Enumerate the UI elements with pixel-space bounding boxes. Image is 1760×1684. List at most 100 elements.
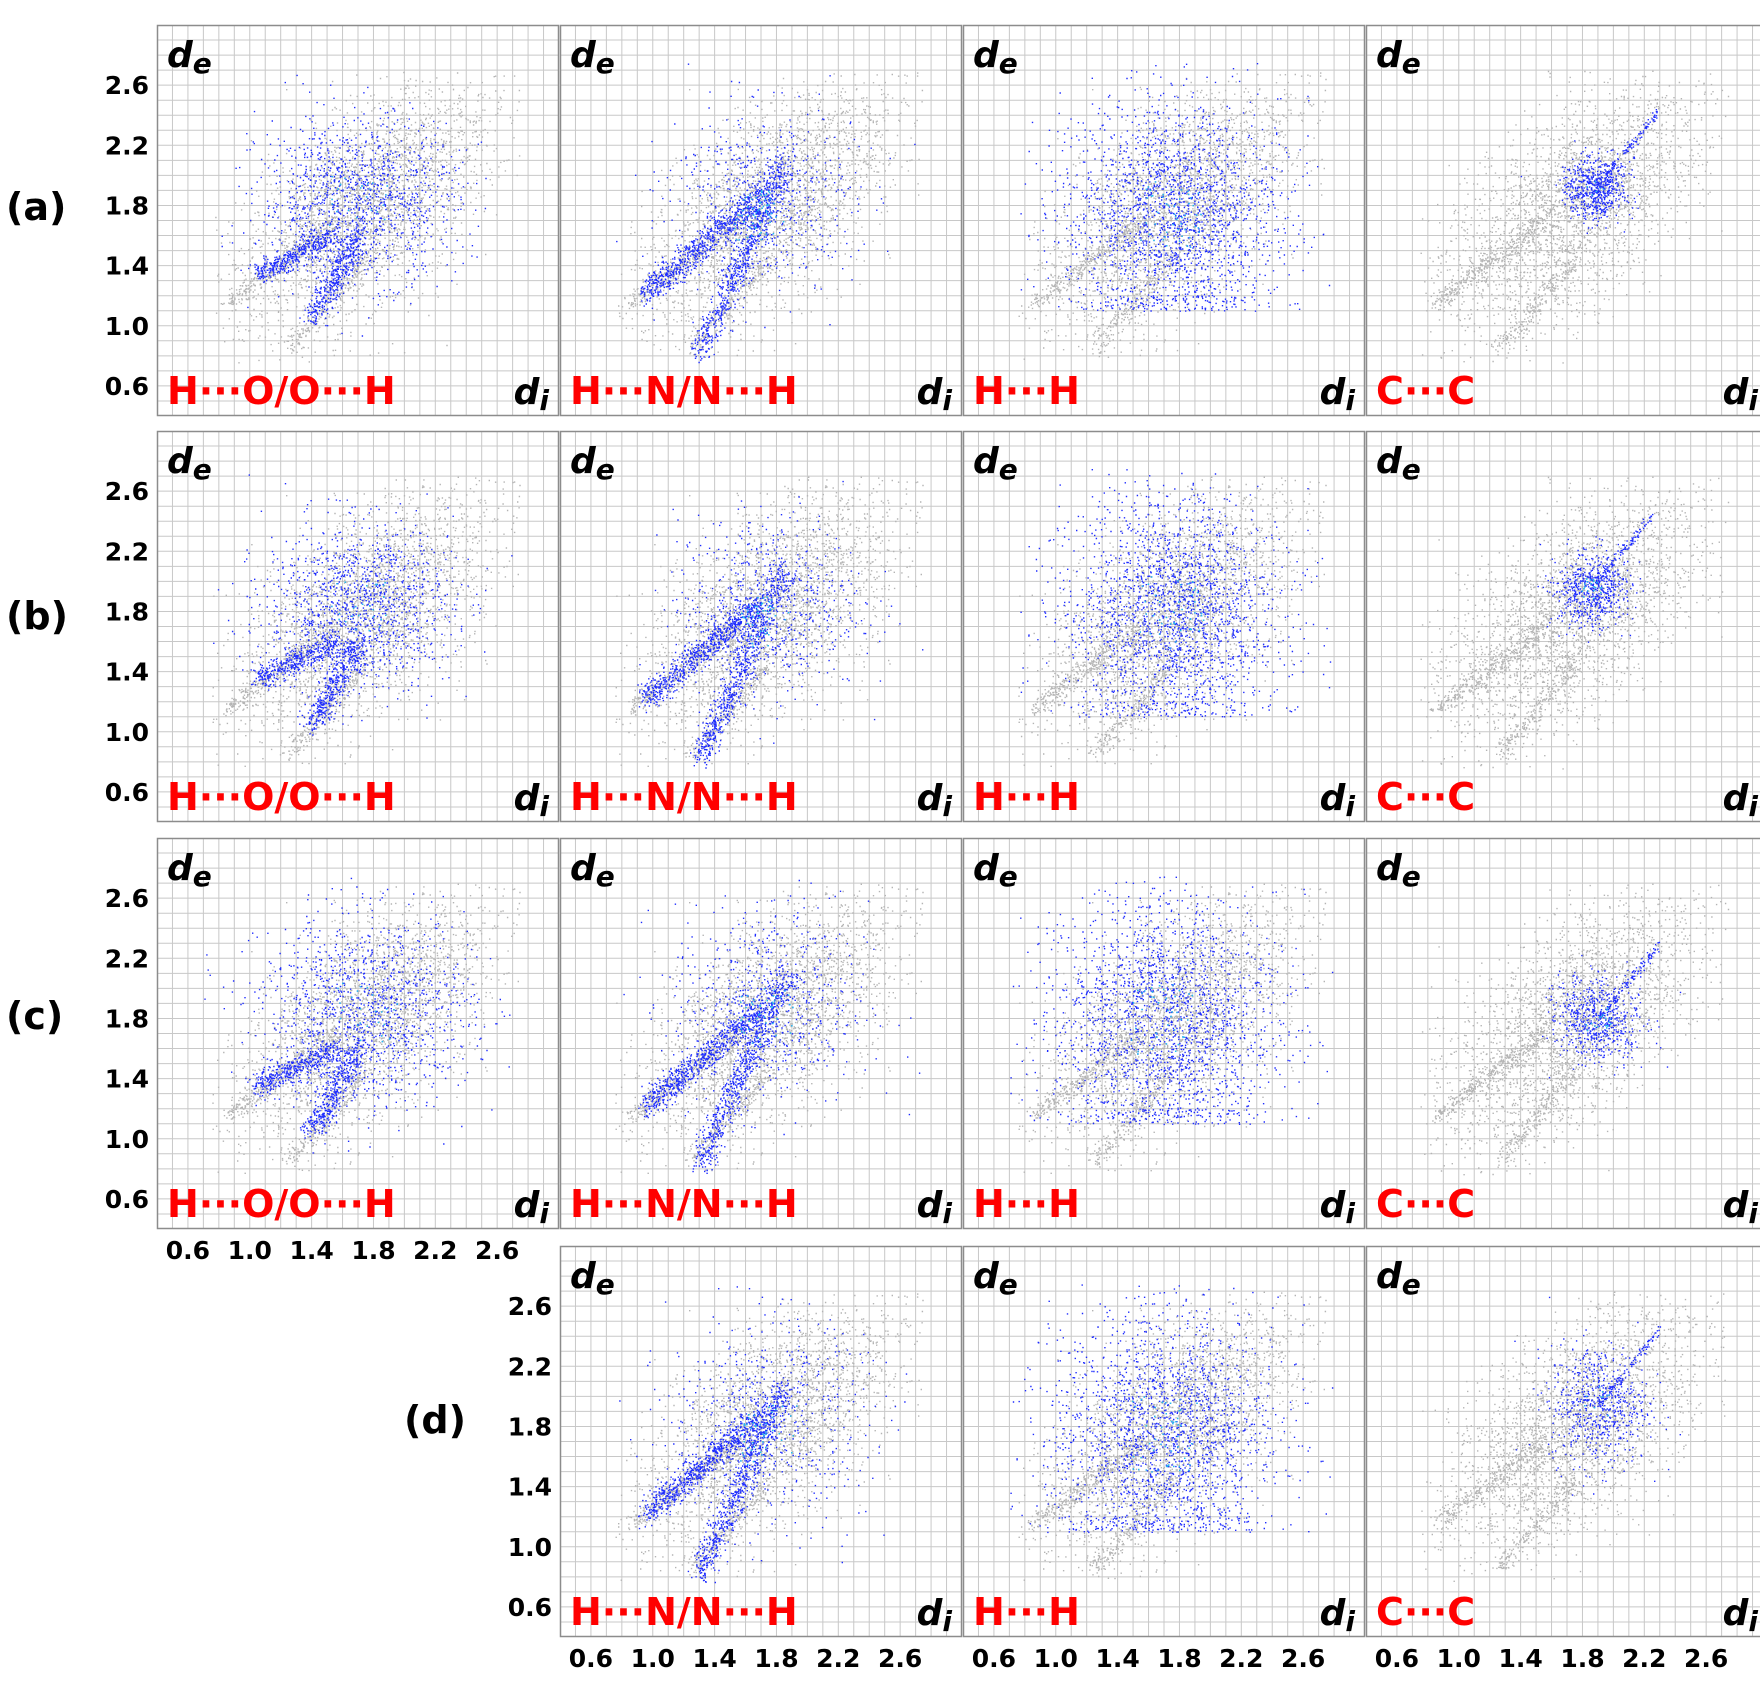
x-tick-label: 2.2 bbox=[816, 1644, 860, 1673]
full-fingerprint-points bbox=[618, 72, 924, 359]
x-tick-label: 0.6 bbox=[972, 1644, 1016, 1673]
plot-frame bbox=[962, 24, 1366, 417]
x-tick-label: 1.4 bbox=[289, 1236, 333, 1265]
full-fingerprint-points bbox=[1420, 476, 1730, 770]
dense-contact-points bbox=[1131, 984, 1194, 1055]
plot-grid bbox=[963, 838, 1365, 1229]
plot-frame bbox=[1365, 24, 1760, 417]
plot-grid bbox=[157, 25, 559, 416]
x-axis-label: di bbox=[1723, 372, 1759, 417]
full-fingerprint-points bbox=[615, 883, 924, 1174]
contact-type-title: H···O/O···H bbox=[167, 1182, 396, 1226]
contact-type-title: H···N/N···H bbox=[570, 775, 798, 819]
y-axis-label: de bbox=[570, 35, 615, 80]
y-tick-label: 1.8 bbox=[105, 1004, 149, 1033]
full-fingerprint-points bbox=[615, 1293, 924, 1581]
plot-frame bbox=[559, 1245, 963, 1638]
contact-type-title: C···C bbox=[1376, 775, 1475, 819]
x-tick-label: 1.0 bbox=[631, 1644, 675, 1673]
x-tick-label: 2.2 bbox=[1622, 1644, 1666, 1673]
contact-type-title: H···N/N···H bbox=[570, 1590, 798, 1634]
highlight-contact-points bbox=[1020, 63, 1331, 312]
full-fingerprint-points bbox=[1018, 1291, 1327, 1581]
x-tick-label: 0.6 bbox=[166, 1236, 210, 1265]
y-tick-label: 1.8 bbox=[105, 597, 149, 626]
y-axis-label: de bbox=[973, 441, 1018, 486]
full-fingerprint-points bbox=[1018, 72, 1327, 360]
plot-frame bbox=[962, 837, 1366, 1230]
x-tick-label: 0.6 bbox=[1375, 1644, 1419, 1673]
contact-type-title: H···O/O···H bbox=[167, 369, 396, 413]
x-tick-label: 2.6 bbox=[1684, 1644, 1728, 1673]
x-tick-label: 2.6 bbox=[1281, 1644, 1325, 1673]
x-tick-label: 2.2 bbox=[1219, 1644, 1263, 1673]
plot-frame bbox=[559, 24, 963, 417]
y-tick-label: 1.4 bbox=[508, 1473, 552, 1502]
x-axis-label: di bbox=[917, 1185, 953, 1230]
y-tick-label: 1.0 bbox=[105, 718, 149, 747]
full-fingerprint-points bbox=[212, 476, 521, 767]
y-tick-label: 1.4 bbox=[105, 1065, 149, 1094]
contact-type-title: H···N/N···H bbox=[570, 1182, 798, 1226]
y-axis-label: de bbox=[167, 441, 212, 486]
y-tick-label: 2.6 bbox=[105, 71, 149, 100]
y-tick-label: 0.6 bbox=[105, 372, 149, 401]
plot-frame bbox=[1365, 430, 1760, 823]
y-tick-label: 2.6 bbox=[105, 884, 149, 913]
x-tick-label: 2.6 bbox=[878, 1644, 922, 1673]
dense-contact-points bbox=[337, 982, 398, 1043]
full-fingerprint-points bbox=[615, 476, 924, 767]
contact-type-title: C···C bbox=[1376, 1182, 1475, 1226]
y-tick-label: 1.0 bbox=[105, 1125, 149, 1154]
x-tick-label: 1.4 bbox=[1498, 1644, 1542, 1673]
contact-type-title: H···N/N···H bbox=[570, 369, 798, 413]
plot-frame bbox=[1365, 1245, 1760, 1638]
contact-type-title: H···H bbox=[973, 1590, 1080, 1634]
full-fingerprint-points bbox=[1018, 476, 1327, 767]
highlight-contact-points bbox=[1537, 513, 1654, 643]
y-tick-label: 2.6 bbox=[508, 1292, 552, 1321]
row-label-a: (a) bbox=[6, 185, 67, 229]
plot-grid bbox=[963, 1246, 1365, 1637]
dense-contact-points bbox=[1581, 578, 1603, 600]
x-tick-label: 1.8 bbox=[1560, 1644, 1604, 1673]
plot-frame bbox=[559, 837, 963, 1230]
plot-grid bbox=[560, 431, 962, 822]
y-tick-label: 1.4 bbox=[105, 658, 149, 687]
plot-frame bbox=[1365, 837, 1760, 1230]
plot-frame bbox=[962, 1245, 1366, 1638]
plot-frame bbox=[962, 430, 1366, 823]
y-tick-label: 1.4 bbox=[105, 252, 149, 281]
y-tick-label: 1.0 bbox=[508, 1533, 552, 1562]
contact-type-title: H···H bbox=[973, 369, 1080, 413]
x-tick-label: 1.0 bbox=[1034, 1644, 1078, 1673]
y-tick-label: 2.2 bbox=[105, 537, 149, 566]
x-tick-label: 1.0 bbox=[1437, 1644, 1481, 1673]
y-tick-label: 0.6 bbox=[508, 1593, 552, 1622]
contact-type-title: C···C bbox=[1376, 1590, 1475, 1634]
plot-grid bbox=[157, 838, 559, 1229]
y-tick-label: 2.2 bbox=[508, 1352, 552, 1381]
x-tick-label: 1.4 bbox=[1095, 1644, 1139, 1673]
x-tick-label: 1.8 bbox=[351, 1236, 395, 1265]
plot-grid bbox=[560, 1246, 962, 1637]
full-fingerprint-points bbox=[1018, 883, 1327, 1174]
contact-type-title: H···O/O···H bbox=[167, 775, 396, 819]
row-label-b: (b) bbox=[6, 594, 68, 638]
full-fingerprint-points bbox=[1420, 70, 1730, 364]
contact-type-title: H···H bbox=[973, 775, 1080, 819]
plot-frame bbox=[156, 430, 560, 823]
